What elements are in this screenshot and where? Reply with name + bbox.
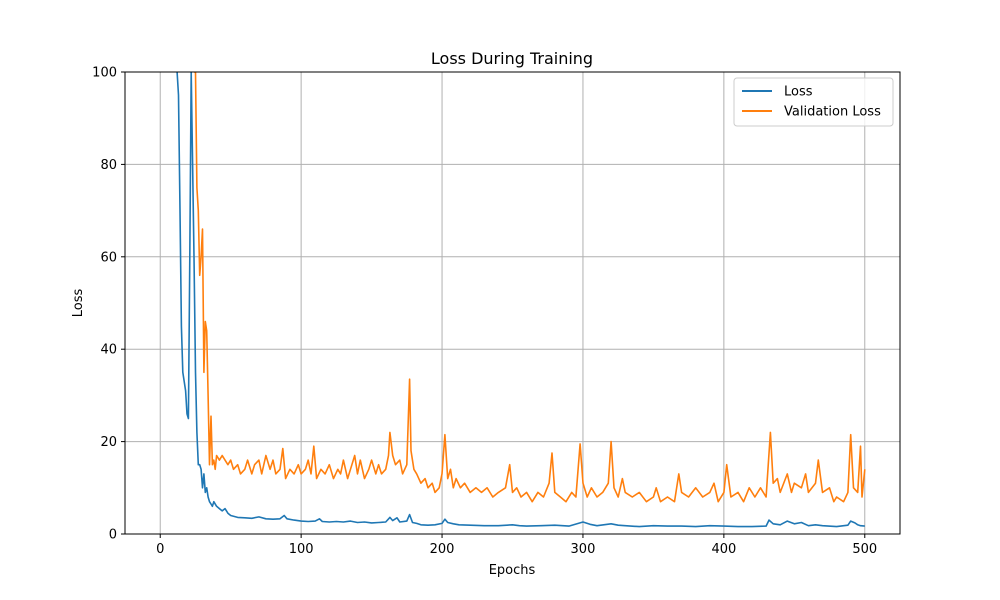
- series-layer: [176, 72, 866, 528]
- x-tick-label: 400: [711, 542, 736, 557]
- x-tick-label: 0: [156, 542, 164, 557]
- y-axis-label: Loss: [71, 289, 86, 318]
- x-tick-label: 300: [571, 542, 596, 557]
- x-axis-label: Epochs: [489, 563, 536, 578]
- legend-box: [733, 77, 894, 127]
- chart-title: Loss During Training: [431, 49, 593, 68]
- x-tick-label: 100: [289, 542, 314, 557]
- y-tick-label: 60: [100, 250, 117, 265]
- y-tick-label: 40: [100, 343, 117, 358]
- plot-frame: [124, 71, 901, 535]
- x-tick-label: 200: [430, 542, 455, 557]
- series-line-validation-loss: [194, 72, 866, 503]
- series-line-loss: [176, 72, 865, 528]
- y-tick-label: 20: [100, 435, 117, 450]
- legend-label-loss: Loss: [784, 85, 813, 100]
- y-tick-label: 80: [100, 158, 117, 173]
- x-tick-label: 500: [852, 542, 877, 557]
- legend: Loss Validation Loss: [733, 77, 894, 127]
- legend-label-validation-loss: Validation Loss: [784, 105, 881, 120]
- y-tick-label: 100: [92, 66, 117, 81]
- ticks: 0 100 200 300 400 500 0 20 40 60 80 100: [92, 66, 877, 558]
- y-tick-label: 0: [109, 528, 117, 543]
